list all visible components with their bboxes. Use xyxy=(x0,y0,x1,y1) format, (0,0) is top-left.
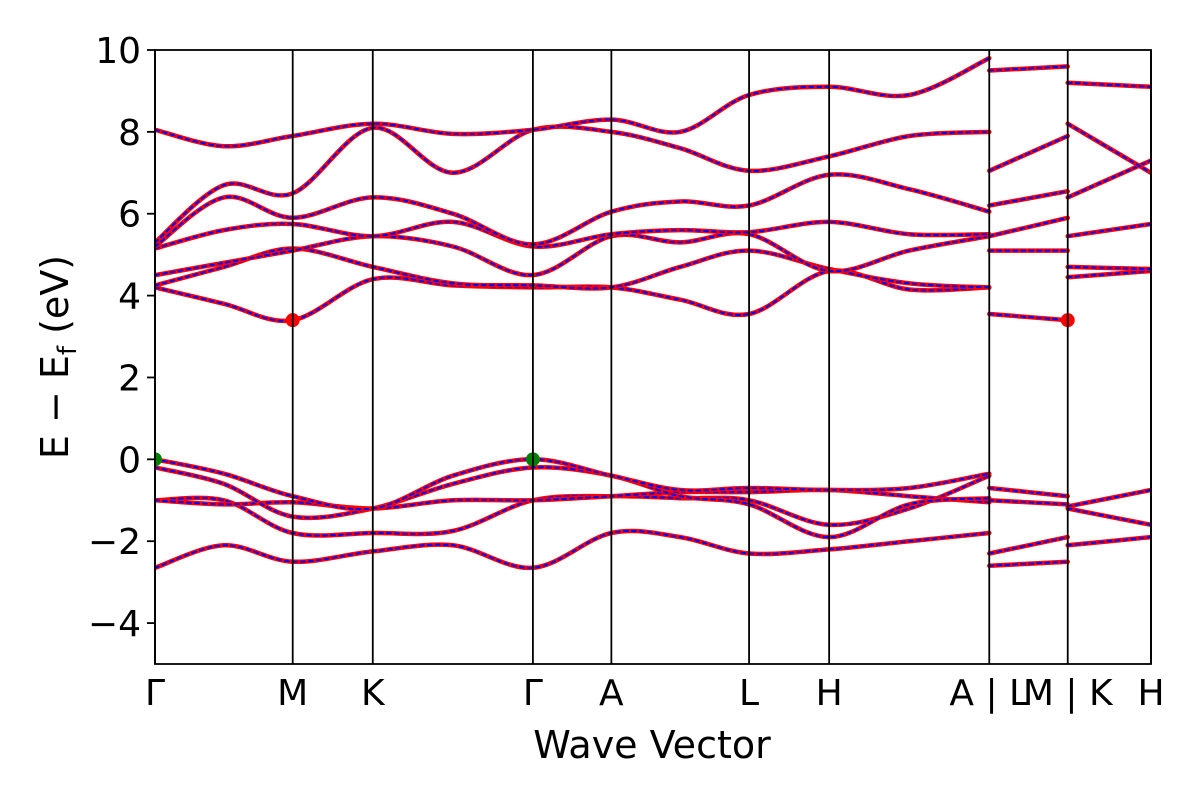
band-line-29-dashed xyxy=(1066,122,1151,174)
band-line-20-dashed xyxy=(988,135,1069,172)
x-tick-label-1: M xyxy=(277,673,308,714)
band-line-13-dashed xyxy=(988,536,1069,555)
band-line-23-dashed xyxy=(1066,507,1151,526)
plot-marks xyxy=(155,55,1151,571)
x-tick-label-9: H xyxy=(1137,673,1164,714)
band-line-12-dashed xyxy=(988,560,1069,567)
y-tick-label-0: −4 xyxy=(88,604,141,645)
x-tick-label-5: L xyxy=(739,673,759,714)
band-line-15-dashed xyxy=(988,487,1069,498)
band-line-28 xyxy=(1065,158,1151,200)
x-tick-label-3: Γ xyxy=(523,673,543,714)
band-line-21-dashed xyxy=(988,65,1069,72)
band-line-9-dashed xyxy=(155,173,991,248)
band-line-19-dashed xyxy=(988,190,1069,207)
band-line-7 xyxy=(155,230,992,278)
plot-frame xyxy=(154,49,1152,665)
y-tick-label-2: 0 xyxy=(118,440,141,481)
x-tick-label-6: H xyxy=(816,673,843,714)
y-tick-label-1: −2 xyxy=(88,522,141,563)
band-line-24-dashed xyxy=(1066,536,1151,547)
band-line-11 xyxy=(155,55,992,149)
band-line-30-dashed xyxy=(1066,81,1151,88)
band-line-0 xyxy=(155,528,992,571)
axes: −4 −2 0 2 4 6 8 10 Γ M K Γ A L H A | LM | K H xyxy=(88,31,1165,714)
x-tick-label-4: A xyxy=(599,673,624,714)
band-line-4-dashed xyxy=(155,458,991,511)
y-tick-label-6: 8 xyxy=(118,113,141,154)
band-line-11-dashed xyxy=(155,57,991,148)
y-tick-label-7: 10 xyxy=(95,31,141,72)
x-tick-label-8: M | K xyxy=(1023,673,1114,714)
x-axis-label: Wave Vector xyxy=(533,723,771,767)
band-line-26-dashed xyxy=(1066,265,1151,270)
x-tick-label-2: K xyxy=(361,673,386,714)
band-line-10-dashed xyxy=(155,125,991,244)
y-axis-label: E − Ef (eV) xyxy=(33,255,83,459)
y-tick-label-5: 6 xyxy=(118,195,141,236)
marker-vbm-2 xyxy=(155,452,162,467)
band-line-0-dashed xyxy=(155,530,991,569)
y-tick-label-3: 2 xyxy=(118,358,141,399)
band-line-9 xyxy=(155,172,992,249)
band-line-14-dashed xyxy=(988,499,1069,506)
band-line-25-dashed xyxy=(1066,270,1151,279)
y-tick-label-4: 4 xyxy=(118,277,141,318)
x-tick-label-0: Γ xyxy=(145,673,165,714)
band-line-27-dashed xyxy=(1066,223,1151,238)
band-line-18-dashed xyxy=(988,216,1069,238)
x-tick-label-7: A | L xyxy=(949,673,1029,714)
band-line-22-dashed xyxy=(1066,489,1151,508)
